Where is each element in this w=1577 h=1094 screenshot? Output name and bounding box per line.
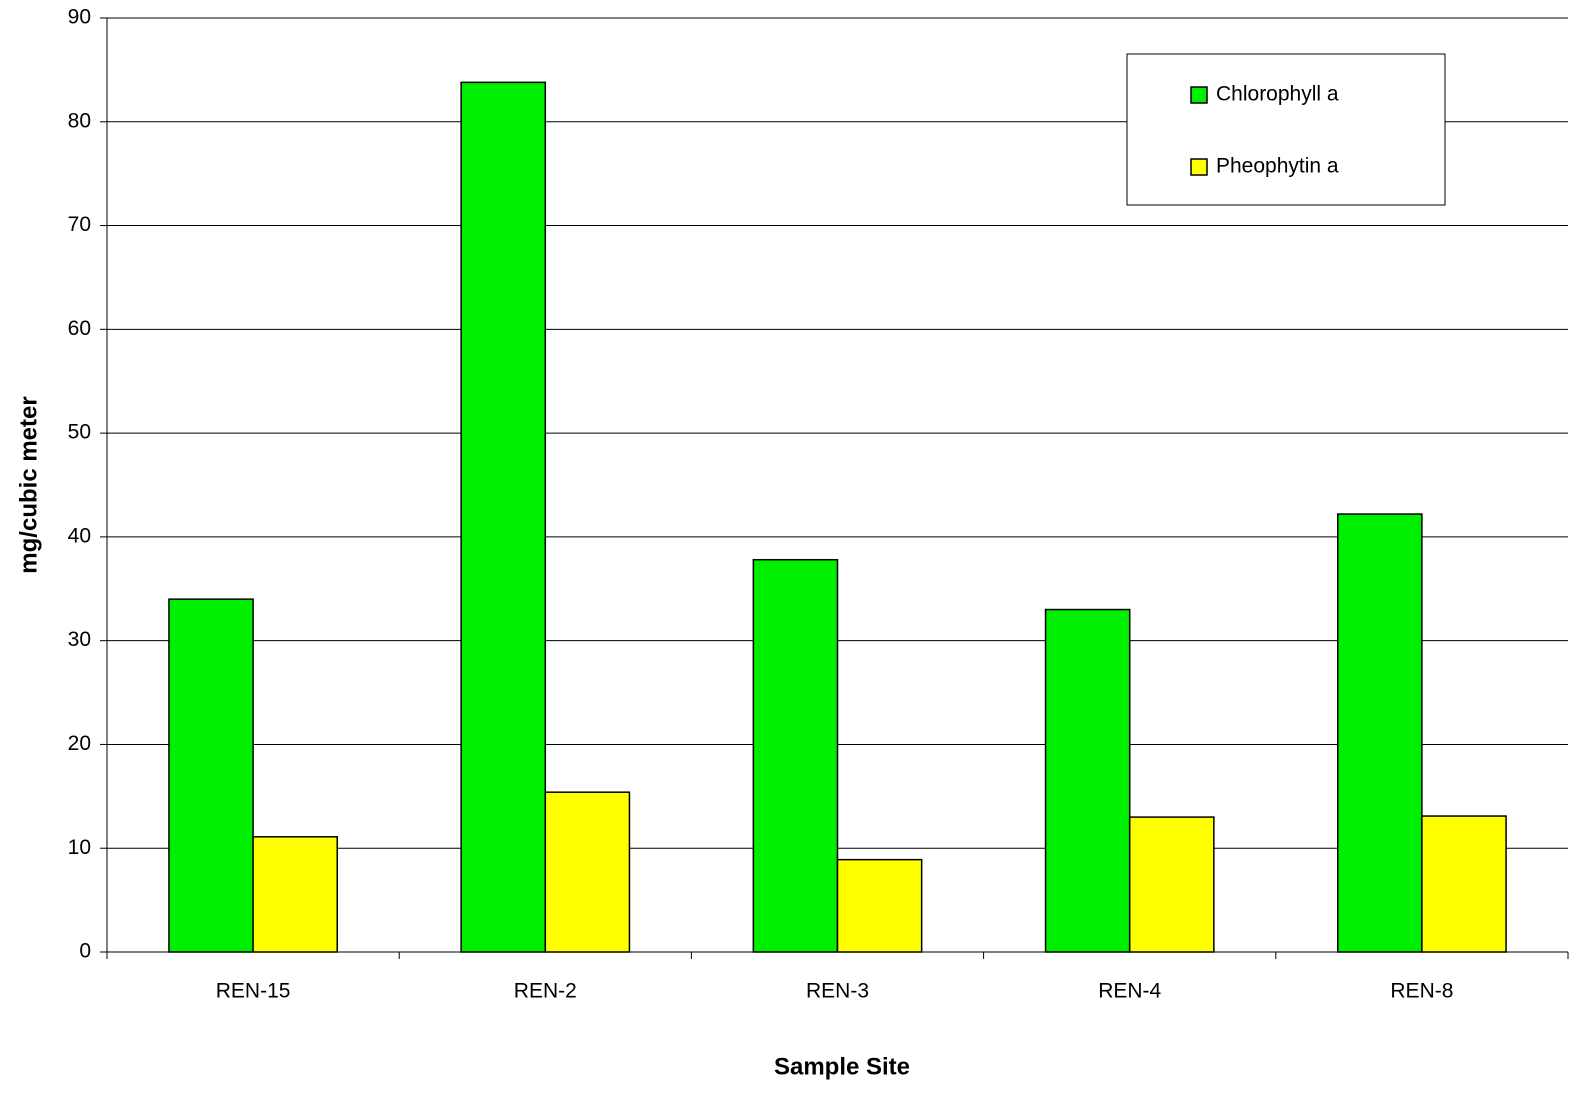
y-tick-label: 40 [68, 524, 91, 547]
legend-box [1126, 53, 1446, 206]
y-axis-title: mg/cubic meter [15, 396, 42, 573]
legend-label: Chlorophyll a [1216, 83, 1339, 106]
y-tick-label: 50 [68, 421, 91, 444]
x-tick-label: REN-4 [1098, 980, 1161, 1003]
y-tick-label: 80 [68, 109, 91, 132]
x-axis-title: Sample Site [774, 1053, 910, 1080]
x-tick-label: REN-3 [806, 980, 869, 1003]
bar [1128, 816, 1215, 953]
y-tick-label: 90 [68, 6, 91, 29]
y-tick-label: 60 [68, 317, 91, 340]
bar [1044, 608, 1131, 953]
bar [168, 598, 254, 953]
bar [1336, 513, 1423, 953]
bar [252, 836, 339, 953]
bar [836, 858, 923, 953]
x-tick-label: REN-8 [1390, 980, 1453, 1003]
x-tick-label: REN-2 [514, 980, 577, 1003]
y-tick-label: 0 [79, 940, 91, 963]
y-tick-label: 30 [68, 628, 91, 651]
y-tick-label: 20 [68, 732, 91, 755]
legend-swatch [1190, 86, 1208, 104]
bar [1421, 815, 1507, 953]
y-tick-label: 10 [68, 836, 91, 859]
bar [752, 558, 839, 953]
bar [460, 81, 547, 953]
x-tick-label: REN-15 [216, 980, 291, 1003]
y-tick-label: 70 [68, 213, 91, 236]
legend-swatch [1190, 158, 1208, 176]
bar [544, 791, 631, 953]
legend-label: Pheophytin a [1216, 155, 1339, 178]
